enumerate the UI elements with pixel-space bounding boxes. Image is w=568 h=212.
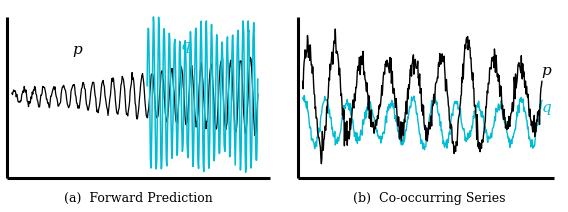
X-axis label: (b)  Co-occurring Series: (b) Co-occurring Series [353, 192, 506, 205]
Text: q: q [541, 102, 551, 116]
X-axis label: (a)  Forward Prediction: (a) Forward Prediction [64, 192, 213, 205]
Text: p: p [541, 64, 551, 78]
Text: p: p [73, 43, 82, 57]
Text: q: q [181, 39, 190, 53]
